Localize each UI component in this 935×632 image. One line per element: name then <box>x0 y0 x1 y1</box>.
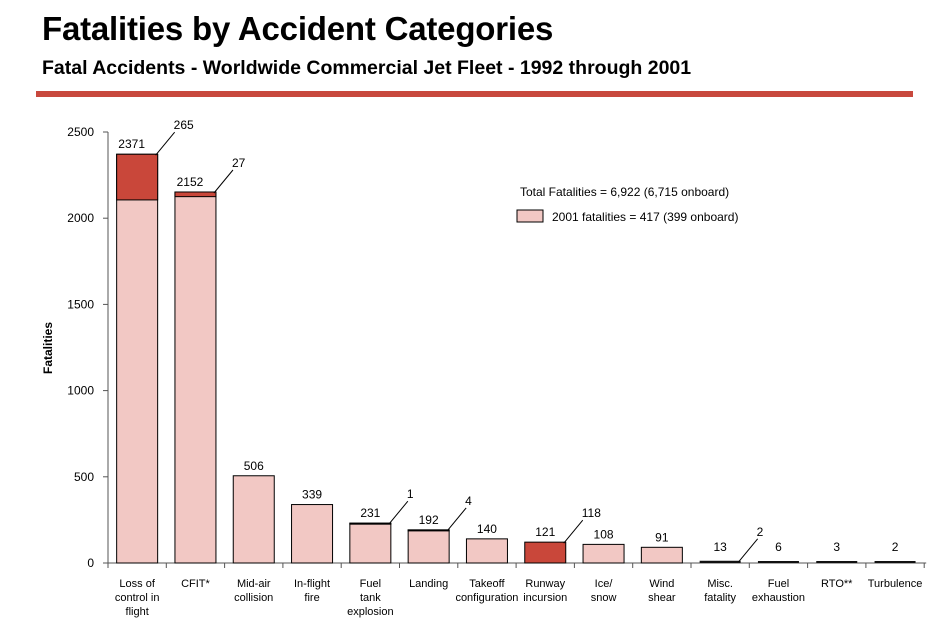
chart-bars <box>116 153 916 564</box>
category-label: collision <box>234 592 273 604</box>
bar-2001-segment <box>116 153 159 201</box>
callout-leader-line <box>563 519 584 544</box>
callout-label: 4 <box>465 494 472 508</box>
value-label: 3 <box>833 540 840 554</box>
bar-total <box>874 561 916 563</box>
category-label: fatality <box>704 592 736 604</box>
bar-total <box>699 560 741 563</box>
callout-leader-line <box>213 169 234 194</box>
value-label: 108 <box>594 527 614 541</box>
callout-label: 118 <box>582 506 601 520</box>
value-label: 91 <box>655 530 669 544</box>
value-label: 2152 <box>177 175 204 189</box>
value-label: 231 <box>360 506 380 520</box>
category-label: Landing <box>409 578 448 590</box>
chart-axes: 0 500 1000 1500 2000 2500 Fatalities <box>41 125 927 570</box>
bar-total <box>174 191 217 564</box>
legend-total-label: Total Fatalities = 6,922 (6,715 onboard) <box>520 185 729 199</box>
category-label: explosion <box>347 606 393 618</box>
category-label: snow <box>591 592 617 604</box>
callout-leader-line <box>738 538 759 563</box>
y-tick-label: 1000 <box>67 384 94 398</box>
category-label: In-flight <box>294 578 330 590</box>
value-label: 2 <box>892 540 899 554</box>
category-label: Loss of <box>119 578 155 590</box>
bar-total <box>465 538 508 564</box>
category-label: control in <box>115 592 160 604</box>
bar-total <box>757 561 799 563</box>
value-label: 506 <box>244 459 264 473</box>
title-rule <box>36 91 913 97</box>
bar-2001-segment <box>407 529 450 532</box>
bar-total <box>582 543 625 564</box>
category-label: exhaustion <box>752 592 805 604</box>
category-label: Fuel <box>360 578 381 590</box>
bar-total <box>232 475 275 564</box>
y-tick-label: 0 <box>87 556 94 570</box>
y-tick-label: 500 <box>74 470 94 484</box>
callout-label: 265 <box>174 118 194 132</box>
category-label: Fuel <box>768 578 789 590</box>
callout-leader-line <box>388 500 409 525</box>
chart-legend: Total Fatalities = 6,922 (6,715 onboard)… <box>516 185 738 224</box>
bar-2001-segment <box>174 191 217 198</box>
category-label: CFIT* <box>181 578 210 590</box>
category-label: shear <box>648 592 676 604</box>
category-label: Runway <box>525 578 565 590</box>
y-tick-label: 2000 <box>67 211 94 225</box>
bar-total <box>116 153 159 564</box>
chart-labels: 2371 265 Loss of control in flight 2152 27 CFIT… <box>115 118 923 618</box>
value-label: 121 <box>535 525 555 539</box>
y-tick-label: 2500 <box>67 125 94 139</box>
category-label: incursion <box>523 592 567 604</box>
bar-total <box>349 522 392 564</box>
category-label: flight <box>126 606 149 618</box>
category-label: fire <box>304 592 319 604</box>
bar-total <box>640 546 683 564</box>
category-label: RTO** <box>821 578 853 590</box>
callout-label: 1 <box>407 487 414 501</box>
value-label: 192 <box>419 513 439 527</box>
bar-total <box>291 504 334 564</box>
category-label: configuration <box>455 592 518 604</box>
legend-2001-swatch <box>516 209 544 223</box>
bar-total <box>816 561 858 563</box>
y-axis-title: Fatalities <box>41 322 55 374</box>
legend-2001-label: 2001 fatalities = 417 (399 onboard) <box>552 210 738 224</box>
category-label: Turbulence <box>868 578 923 590</box>
page-subtitle: Fatal Accidents - Worldwide Commercial J… <box>42 57 692 79</box>
category-label: Mid-air <box>237 578 271 590</box>
callout-label: 2 <box>757 525 764 539</box>
value-label: 2371 <box>118 137 145 151</box>
callout-leader-line <box>446 507 467 532</box>
page-title: Fatalities by Accident Categories <box>42 10 554 47</box>
value-label: 13 <box>713 540 727 554</box>
category-label: tank <box>360 592 381 604</box>
callout-leader-line <box>155 131 176 156</box>
value-label: 6 <box>775 540 782 554</box>
category-label: Wind <box>649 578 674 590</box>
bar-total <box>524 541 567 564</box>
value-label: 140 <box>477 522 497 536</box>
bar-total <box>407 529 450 564</box>
y-tick-label: 1500 <box>67 297 94 311</box>
callout-label: 27 <box>232 156 246 170</box>
category-label: Ice/ <box>595 578 614 590</box>
category-label: Misc. <box>707 578 733 590</box>
bar-2001-segment <box>349 522 392 525</box>
value-label: 339 <box>302 488 322 502</box>
category-label: Takeoff <box>469 578 505 590</box>
